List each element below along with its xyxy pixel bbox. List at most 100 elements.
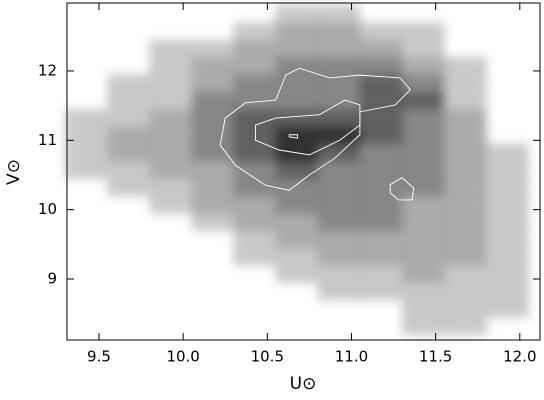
density-cell <box>359 230 403 249</box>
density-cell <box>444 74 487 93</box>
density-cell <box>317 265 361 283</box>
density-cell <box>359 39 403 58</box>
y-axis-label: V⊙ <box>4 159 24 185</box>
y-tick-label: 12 <box>38 61 57 79</box>
density-cell <box>486 230 529 249</box>
density-cell <box>65 230 108 248</box>
density-cell <box>444 178 487 197</box>
x-tick-label: 11.0 <box>335 348 368 366</box>
x-tick-label: 12.0 <box>503 348 536 366</box>
density-cell <box>65 317 108 335</box>
density-cell <box>444 247 487 266</box>
density-cell <box>233 91 277 110</box>
contour <box>389 177 415 201</box>
x-tick-label: 9.5 <box>87 348 111 366</box>
density-cell <box>401 39 445 58</box>
density-cell <box>486 109 529 127</box>
density-cell <box>359 195 403 214</box>
density-cell <box>233 230 277 249</box>
density-cell <box>317 5 361 23</box>
density-cell <box>107 109 150 127</box>
density-cell <box>317 161 361 179</box>
density-cell <box>65 265 108 283</box>
density-cell <box>191 74 235 93</box>
density-cell <box>233 161 277 179</box>
density-cell <box>401 22 445 41</box>
density-cell <box>107 213 150 231</box>
y-tick-label: 10 <box>38 200 57 218</box>
density-cell <box>401 57 445 75</box>
density-cell <box>359 91 403 110</box>
density-cell <box>234 300 277 318</box>
density-cell <box>318 317 361 335</box>
density-cell <box>65 143 108 162</box>
density-cell <box>107 126 150 145</box>
density-cell <box>359 109 403 127</box>
density-cell <box>359 213 403 231</box>
density-cell <box>107 22 150 40</box>
density-cell <box>233 39 277 58</box>
density-cell <box>107 40 150 58</box>
density-cell <box>275 230 319 249</box>
density-cell <box>317 178 361 197</box>
density-cell <box>192 265 235 283</box>
density-cell <box>65 161 108 179</box>
density-cell <box>401 282 445 301</box>
density-cell <box>401 317 445 335</box>
density-cell <box>317 213 361 231</box>
density-cell <box>486 282 529 301</box>
density-cell <box>233 247 277 266</box>
density-cell <box>486 92 529 110</box>
density-cell <box>486 195 529 214</box>
y-tick-label: 9 <box>47 269 57 287</box>
density-cell <box>486 126 529 144</box>
density-cell <box>444 22 487 40</box>
density-cell <box>107 161 150 179</box>
density-cell <box>401 265 445 283</box>
density-cell <box>107 74 150 93</box>
density-cell <box>359 247 403 266</box>
density-cell <box>107 178 150 197</box>
density-cell <box>486 247 529 266</box>
density-cell <box>65 57 108 75</box>
density-cell <box>360 317 403 335</box>
density-cell <box>107 230 150 248</box>
density-cell <box>275 5 319 23</box>
density-cell <box>444 57 487 75</box>
density-cell <box>402 5 445 23</box>
density-cell <box>444 109 487 127</box>
density-cell <box>234 282 277 300</box>
density-cell <box>107 5 150 23</box>
density-cell <box>486 143 529 162</box>
density-cell <box>149 22 192 40</box>
plot-frame <box>66 2 541 341</box>
density-cell <box>275 195 319 214</box>
density-cell <box>149 91 193 110</box>
x-tick-label: 10.5 <box>251 348 284 366</box>
density-cell <box>444 265 487 283</box>
density-cell <box>359 282 403 301</box>
density-cell <box>107 317 150 335</box>
density-cell <box>234 5 277 23</box>
density-cell <box>444 230 487 249</box>
density-cell <box>149 57 193 75</box>
density-cell <box>65 40 108 58</box>
density-cell <box>191 91 235 110</box>
density-cell <box>317 74 361 93</box>
density-cell <box>486 22 529 40</box>
density-cell <box>486 5 529 23</box>
x-tick-label: 11.5 <box>419 348 452 366</box>
density-cell <box>486 265 529 283</box>
density-cell <box>149 161 193 179</box>
density-cell <box>401 213 445 231</box>
x-tick-label: 10.0 <box>166 348 199 366</box>
density-cell <box>65 300 108 318</box>
density-cell <box>317 230 361 249</box>
density-cell <box>275 22 319 41</box>
density-cell <box>317 39 361 58</box>
density-cell <box>192 22 235 40</box>
density-cell <box>444 91 487 110</box>
density-cell <box>65 248 108 266</box>
density-cell <box>317 109 361 127</box>
density-cell <box>444 299 487 318</box>
